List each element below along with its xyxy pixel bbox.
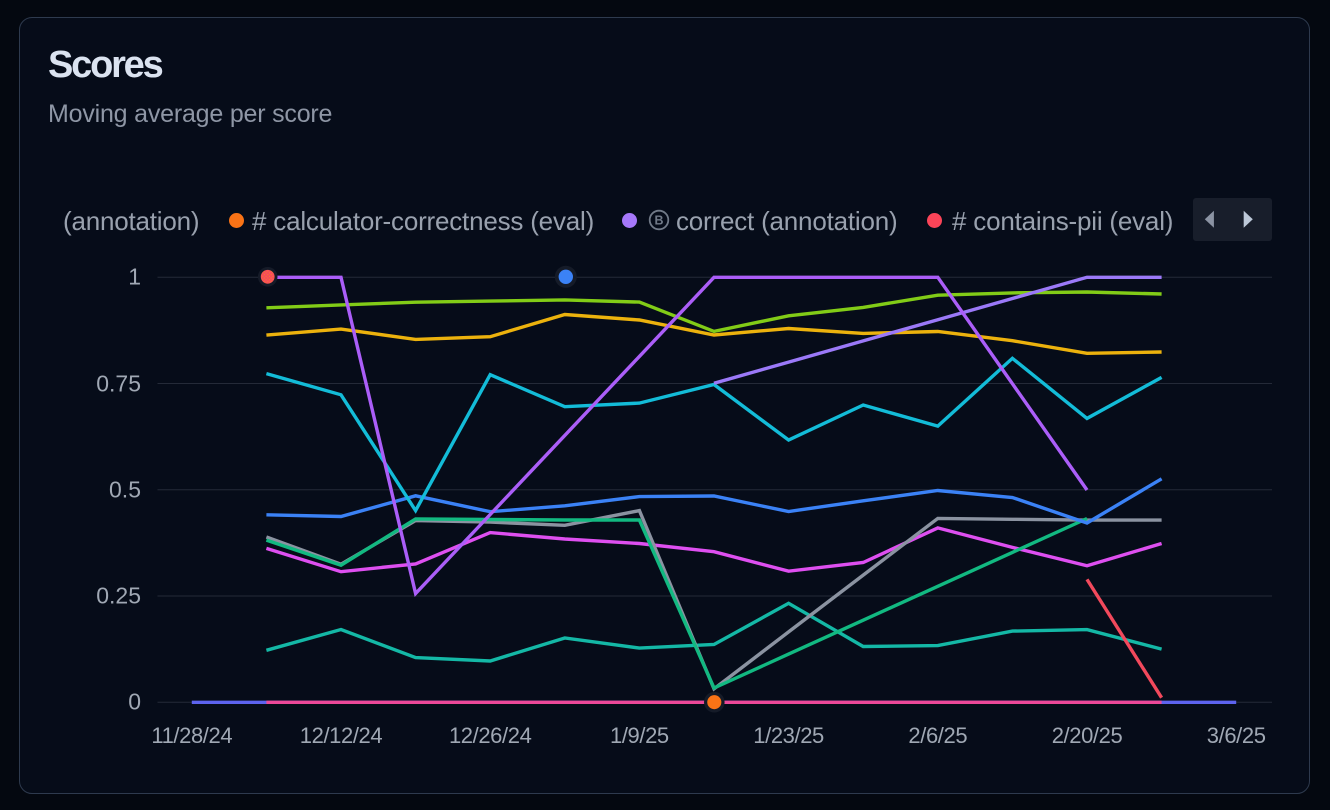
svg-text:B: B bbox=[654, 213, 663, 227]
